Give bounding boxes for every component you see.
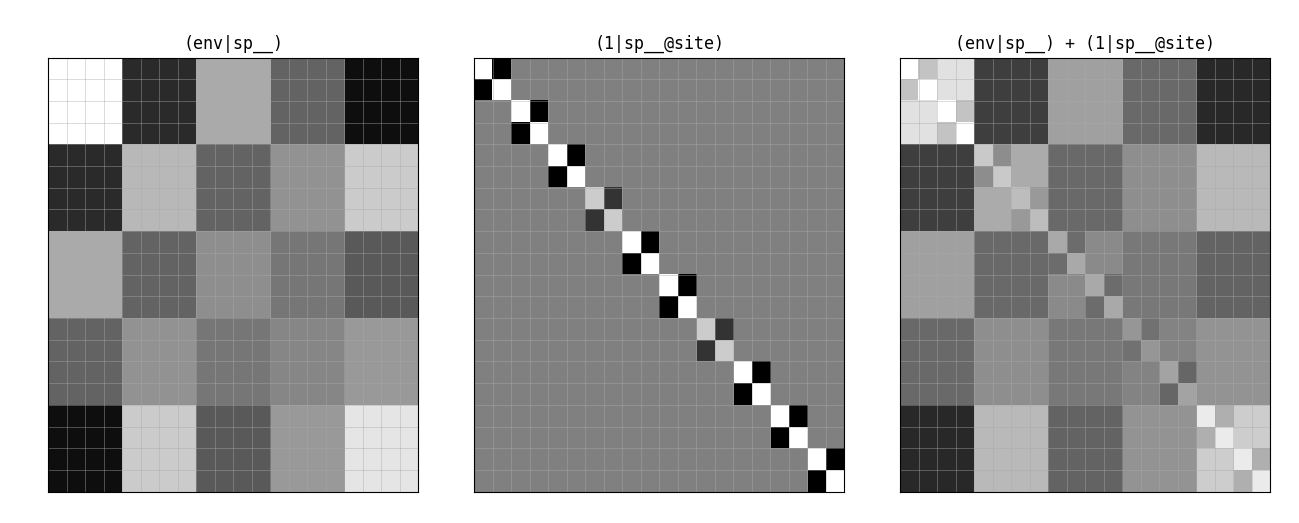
Title: (env|sp__) + (1|sp__@site): (env|sp__) + (1|sp__@site) <box>955 35 1216 53</box>
Title: (1|sp__@site): (1|sp__@site) <box>594 35 725 53</box>
Title: (env|sp__): (env|sp__) <box>183 35 283 53</box>
